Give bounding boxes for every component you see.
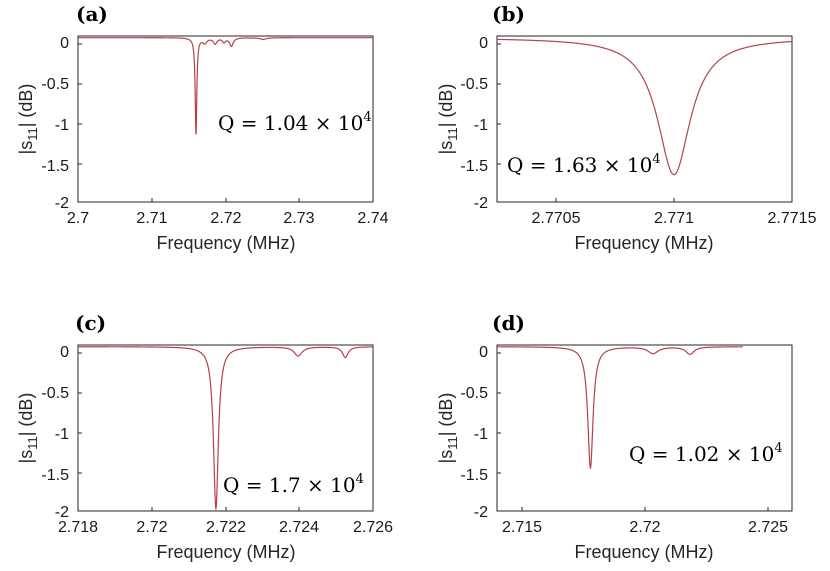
x-tick-label: 2.73	[283, 210, 314, 227]
x-axis-label: Frequency (MHz)	[574, 542, 713, 562]
x-tick-label: 2.7705	[532, 210, 581, 227]
panel-b: (b) 0 -0.5 -1 -1.5 -2 2.7705 2.771 2.771…	[436, 2, 817, 253]
panel-d: (d) 0 -0.5 -1 -1.5 -2 2.715 2.72 2.725 F…	[436, 311, 793, 562]
x-tick-label: 2.71	[136, 210, 167, 227]
q-annotation: Q = 1.04 × 104	[218, 110, 372, 135]
panel-label: (a)	[76, 2, 108, 26]
y-tick-label: -1	[474, 117, 488, 134]
y-axis-label: |s11| (dB)	[16, 393, 40, 464]
y-tick-label: -1	[474, 426, 488, 443]
y-tick-label: 0	[60, 35, 69, 52]
panel-label: (b)	[492, 2, 525, 26]
y-tick-label: -0.5	[41, 385, 69, 402]
x-axis-label: Frequency (MHz)	[574, 233, 713, 253]
y-tick-label: -1.5	[41, 467, 69, 484]
series-line	[78, 346, 373, 511]
x-tick-label: 2.724	[279, 519, 319, 536]
y-tick-label: -1.5	[460, 467, 488, 484]
y-tick-label: -0.5	[41, 76, 69, 93]
y-tick-label: -0.5	[460, 76, 488, 93]
y-axis-label: |s11| (dB)	[16, 84, 40, 155]
plot-frame	[496, 344, 793, 512]
x-tick-label: 2.7715	[768, 210, 817, 227]
series-line	[497, 38, 793, 176]
x-tick-label: 2.722	[206, 519, 246, 536]
y-tick-label: -1.5	[41, 158, 69, 175]
y-tick-label: -1	[55, 426, 69, 443]
x-tick-label: 2.726	[353, 519, 393, 536]
y-axis-label: |s11| (dB)	[436, 84, 460, 155]
y-tick-label: -2	[474, 504, 488, 521]
x-tick-label: 2.72	[629, 519, 660, 536]
y-tick-label: -0.5	[460, 385, 488, 402]
x-tick-label: 2.7	[67, 210, 89, 227]
series-line	[497, 346, 743, 470]
y-tick-label: -2	[474, 195, 488, 212]
y-tick-label: -2	[55, 195, 69, 212]
q-annotation: Q = 1.02 × 104	[629, 441, 783, 466]
x-tick-label: 2.771	[654, 210, 694, 227]
y-tick-label: -1	[55, 117, 69, 134]
panel-label: (c)	[75, 311, 106, 335]
y-tick-label: -2	[55, 504, 69, 521]
panel-a: (a) 0 -0.5 -1 -1.5 -2 2.7 2.71 2.72 2.73…	[16, 2, 389, 253]
x-tick-label: 2.74	[357, 210, 388, 227]
q-annotation: Q = 1.63 × 104	[507, 152, 661, 177]
q-annotation: Q = 1.7 × 104	[223, 472, 364, 497]
y-tick-label: 0	[60, 344, 69, 361]
panel-c: (c) 0 -0.5 -1 -1.5 -2 2.718 2.72 2.722 2…	[16, 311, 393, 562]
y-tick-label: 0	[479, 344, 488, 361]
x-tick-label: 2.718	[58, 519, 98, 536]
x-axis-label: Frequency (MHz)	[156, 542, 295, 562]
x-tick-label: 2.72	[210, 210, 241, 227]
y-tick-label: -1.5	[460, 158, 488, 175]
x-tick-label: 2.72	[136, 519, 167, 536]
y-tick-label: 0	[479, 35, 488, 52]
plot-frame	[496, 35, 793, 203]
series-line	[78, 37, 373, 135]
x-tick-label: 2.725	[748, 519, 788, 536]
x-axis-label: Frequency (MHz)	[156, 233, 295, 253]
y-axis-label: |s11| (dB)	[436, 393, 460, 464]
x-tick-label: 2.715	[502, 519, 542, 536]
panel-label: (d)	[492, 311, 525, 335]
